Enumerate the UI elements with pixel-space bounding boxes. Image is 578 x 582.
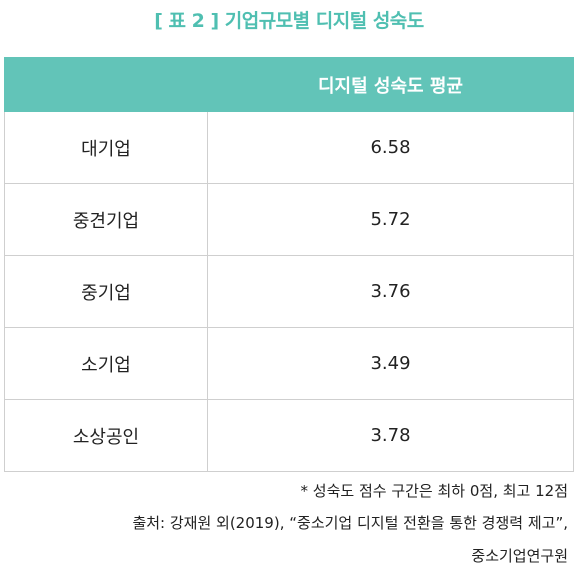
value-cell: 3.76 bbox=[207, 255, 574, 328]
row-label: 대기업 bbox=[4, 111, 208, 184]
header-cell bbox=[4, 57, 208, 112]
table-row: 소상공인 3.78 bbox=[4, 399, 574, 472]
value-cell: 3.78 bbox=[207, 399, 574, 472]
header-row: 디지털 성숙도 평균 bbox=[4, 57, 574, 112]
table-title: [ 표 2 ] 기업규모별 디지털 성숙도 bbox=[154, 10, 424, 32]
table-row: 소기업 3.49 bbox=[4, 327, 574, 400]
row-label: 소기업 bbox=[4, 327, 208, 400]
value-cell: 5.72 bbox=[207, 183, 574, 256]
data-table: 디지털 성숙도 평균 대기업 6.58 중견기업 5.72 중기업 3.76 소기업 3.49… bbox=[4, 57, 574, 472]
row-label: 소상공인 bbox=[4, 399, 208, 472]
table-body: 대기업 6.58 중견기업 5.72 중기업 3.76 소기업 3.49 소상공인 3.78 bbox=[4, 111, 574, 472]
row-label: 중견기업 bbox=[4, 183, 208, 256]
table-row: 중견기업 5.72 bbox=[4, 183, 574, 256]
source-note: 중소기업연구원 bbox=[471, 547, 568, 565]
value-cell: 6.58 bbox=[207, 111, 574, 184]
row-label: 중기업 bbox=[4, 255, 208, 328]
header-cell: 디지털 성숙도 평균 bbox=[207, 57, 574, 112]
table-row: 중기업 3.76 bbox=[4, 255, 574, 328]
source-note: 출처: 강재원 외(2019), “중소기업 디지털 전환을 통한 경쟁력 제고… bbox=[132, 514, 568, 532]
table-row: 대기업 6.58 bbox=[4, 111, 574, 184]
footnote: * 성숙도 점수 구간은 최하 0점, 최고 12점 bbox=[300, 482, 568, 500]
value-cell: 3.49 bbox=[207, 327, 574, 400]
